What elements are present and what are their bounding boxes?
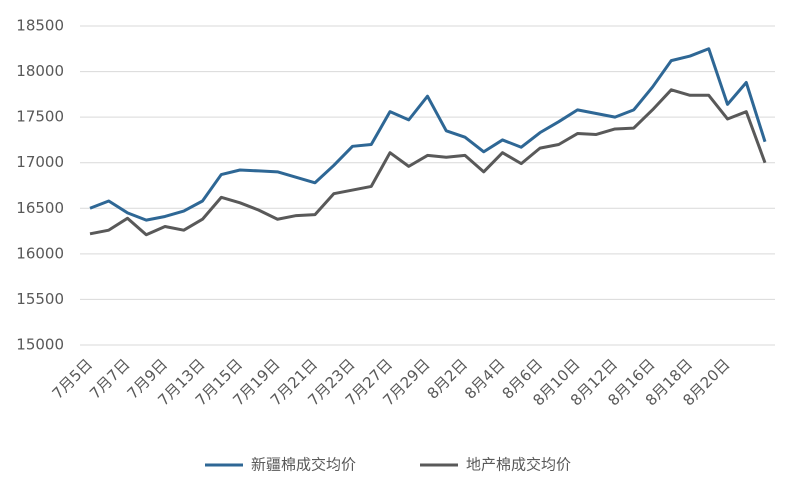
y-tick-label: 17000 <box>16 153 64 171</box>
y-tick-label: 18500 <box>16 17 64 35</box>
legend-label: 地产棉成交均价 <box>466 456 571 474</box>
y-tick-label: 15000 <box>16 336 64 354</box>
x-tick-label: 7月7日 <box>86 355 133 402</box>
y-tick-label: 15500 <box>16 290 64 308</box>
legend-label: 新疆棉成交均价 <box>251 456 356 474</box>
x-tick-label: 8月2日 <box>424 355 471 402</box>
y-tick-label: 18000 <box>16 62 64 80</box>
x-tick-label: 8月4日 <box>461 355 508 402</box>
x-tick-label: 7月5日 <box>49 355 96 402</box>
y-tick-label: 16000 <box>16 244 64 262</box>
series-line <box>89 88 767 237</box>
y-tick-label: 16500 <box>16 199 64 217</box>
series-line <box>89 47 767 222</box>
y-tick-label: 17500 <box>16 108 64 126</box>
